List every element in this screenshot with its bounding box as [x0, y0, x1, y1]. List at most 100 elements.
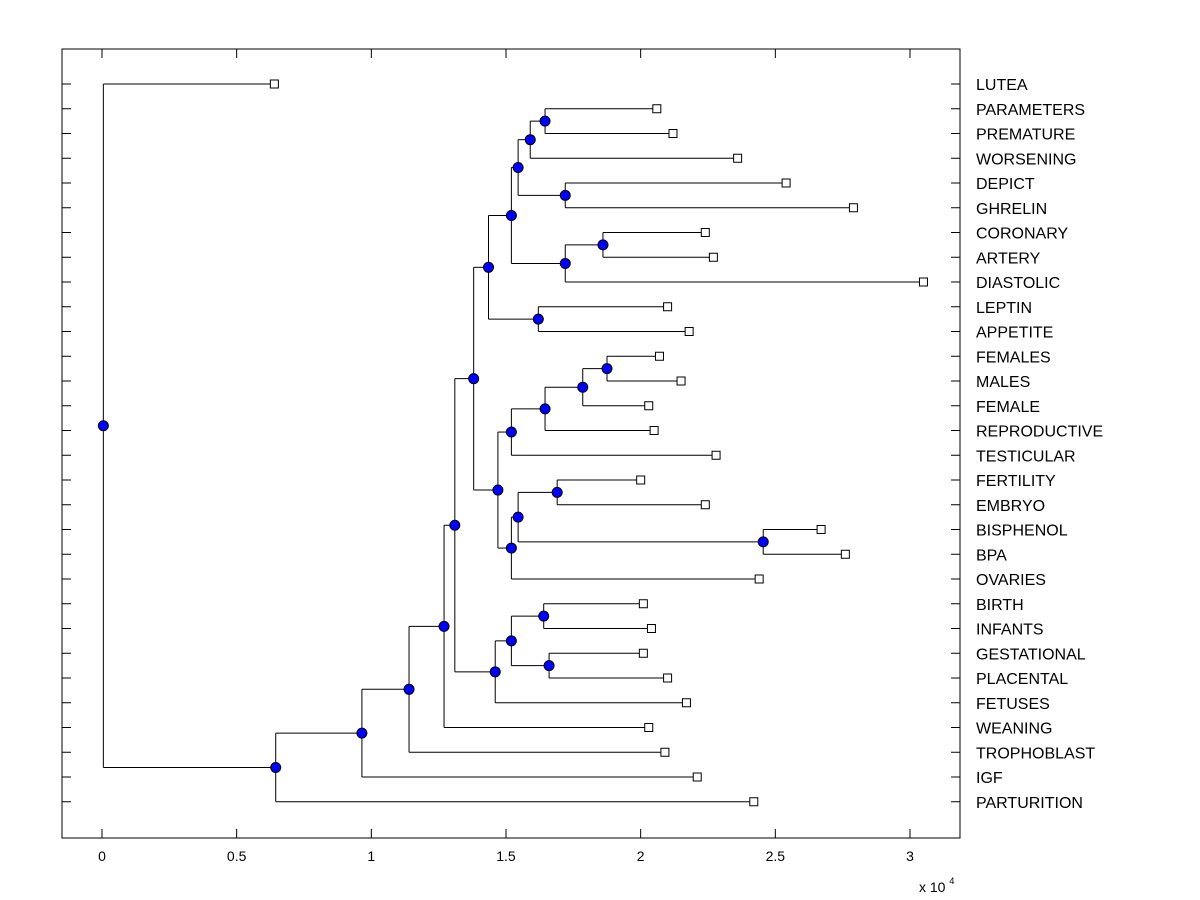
- merge-node-marker: [489, 666, 501, 678]
- merge-node-marker: [601, 363, 613, 375]
- leaf-marker: [733, 153, 743, 163]
- merge-node-marker: [403, 683, 415, 695]
- leaf-marker: [638, 599, 648, 609]
- leaf-marker: [663, 673, 673, 683]
- merge-node-marker: [539, 403, 551, 415]
- x-axis-multiplier-exponent: 4: [949, 876, 954, 886]
- merge-node-marker: [532, 313, 544, 325]
- leaf-marker: [668, 129, 678, 138]
- leaf-label: BIRTH: [976, 597, 1024, 614]
- merge-node-marker: [482, 261, 494, 273]
- leaf-marker: [711, 450, 721, 460]
- x-axis-multiplier-base: x 10: [919, 879, 946, 895]
- leaf-label: GESTATIONAL: [976, 646, 1086, 663]
- merge-node-marker: [512, 162, 524, 174]
- leaf-label: OVARIES: [976, 572, 1046, 589]
- leaf-label: LEPTIN: [976, 300, 1032, 317]
- leaf-marker: [655, 351, 665, 361]
- merge-node-marker: [438, 620, 450, 632]
- leaf-marker: [652, 104, 662, 114]
- leaf-marker: [636, 475, 646, 485]
- merge-node-marker: [97, 420, 109, 432]
- leaf-label: FETUSES: [976, 696, 1050, 713]
- leaf-marker: [700, 500, 710, 510]
- leaf-marker: [700, 228, 710, 237]
- x-tick-label: 2: [637, 848, 645, 864]
- x-tick-label: 0: [98, 848, 106, 864]
- x-tick-label: 2.5: [766, 848, 786, 864]
- leaf-marker: [638, 648, 648, 658]
- merge-node-marker: [597, 239, 609, 251]
- leaf-label: APPETITE: [976, 325, 1053, 342]
- merge-node-marker: [577, 381, 589, 393]
- leaf-marker: [708, 252, 718, 262]
- leaf-label: LUTEA: [976, 77, 1028, 94]
- leaf-label: WEANING: [976, 721, 1052, 738]
- leaf-label: FEMALE: [976, 399, 1040, 416]
- leaf-label: TROPHOBLAST: [976, 745, 1095, 762]
- leaf-label: PARTURITION: [976, 795, 1083, 812]
- leaf-label: IGF: [976, 770, 1003, 787]
- leaf-marker: [840, 549, 850, 559]
- merge-node-marker: [505, 209, 517, 221]
- merge-node-marker: [505, 635, 517, 647]
- leaf-label: PLACENTAL: [976, 671, 1068, 688]
- merge-node-marker: [512, 511, 524, 523]
- leaf-label: GHRELIN: [976, 201, 1047, 218]
- leaf-label: WORSENING: [976, 151, 1076, 168]
- leaf-label: REPRODUCTIVE: [976, 424, 1103, 441]
- leaf-marker: [663, 302, 673, 312]
- x-tick-label: 1: [367, 848, 375, 864]
- leaf-marker: [918, 277, 928, 287]
- merge-node-marker: [539, 115, 551, 127]
- leaf-label: INFANTS: [976, 622, 1044, 639]
- merge-node-markers: [97, 115, 769, 773]
- leaf-label: MALES: [976, 374, 1030, 391]
- y-axis-ticks: [62, 83, 960, 803]
- merge-node-marker: [559, 257, 571, 269]
- x-tick-label: 3: [906, 848, 914, 864]
- merge-node-marker: [356, 727, 368, 739]
- leaf-label: TESTICULAR: [976, 448, 1076, 465]
- leaf-marker: [649, 426, 659, 435]
- leaf-label: CORONARY: [976, 226, 1068, 243]
- merge-node-marker: [505, 542, 517, 554]
- leaf-label: EMBRYO: [976, 498, 1045, 515]
- leaf-marker: [684, 327, 694, 336]
- leaf-marker: [848, 203, 858, 213]
- merge-node-marker: [757, 536, 769, 548]
- leaf-marker: [646, 624, 656, 633]
- leaf-label: PARAMETERS: [976, 102, 1085, 119]
- leaf-label: DEPICT: [976, 176, 1035, 193]
- leaf-marker: [269, 79, 279, 89]
- merge-node-marker: [559, 189, 571, 201]
- leaf-labels: LUTEA PARAMETERS PREMATURE WORSENING DEPICT G…: [976, 77, 1103, 812]
- x-axis-multiplier: x 10 4: [919, 876, 954, 895]
- leaf-markers: [269, 79, 928, 807]
- leaf-marker: [749, 797, 759, 807]
- leaf-marker: [644, 723, 654, 732]
- merge-node-marker: [524, 134, 536, 146]
- merge-node-marker: [543, 660, 555, 672]
- leaf-label: ARTERY: [976, 250, 1041, 267]
- leaf-marker: [681, 698, 691, 708]
- leaf-label: FERTILITY: [976, 473, 1056, 490]
- leaf-marker: [692, 772, 702, 782]
- leaf-label: FEMALES: [976, 349, 1051, 366]
- leaf-label: PREMATURE: [976, 127, 1075, 144]
- leaf-marker: [676, 376, 686, 386]
- merge-node-marker: [505, 426, 517, 438]
- merge-node-marker: [538, 610, 550, 622]
- leaf-marker: [660, 747, 670, 757]
- merge-node-marker: [492, 484, 504, 496]
- leaf-label: BPA: [976, 547, 1007, 564]
- leaf-marker: [754, 574, 764, 584]
- leaf-label: BISPHENOL: [976, 523, 1068, 540]
- merge-node-marker: [270, 761, 282, 773]
- x-tick-label: 1.5: [496, 848, 516, 864]
- leaf-label: DIASTOLIC: [976, 275, 1060, 292]
- leaf-marker: [816, 525, 826, 534]
- merge-node-marker: [551, 486, 563, 498]
- leaf-marker: [644, 401, 654, 411]
